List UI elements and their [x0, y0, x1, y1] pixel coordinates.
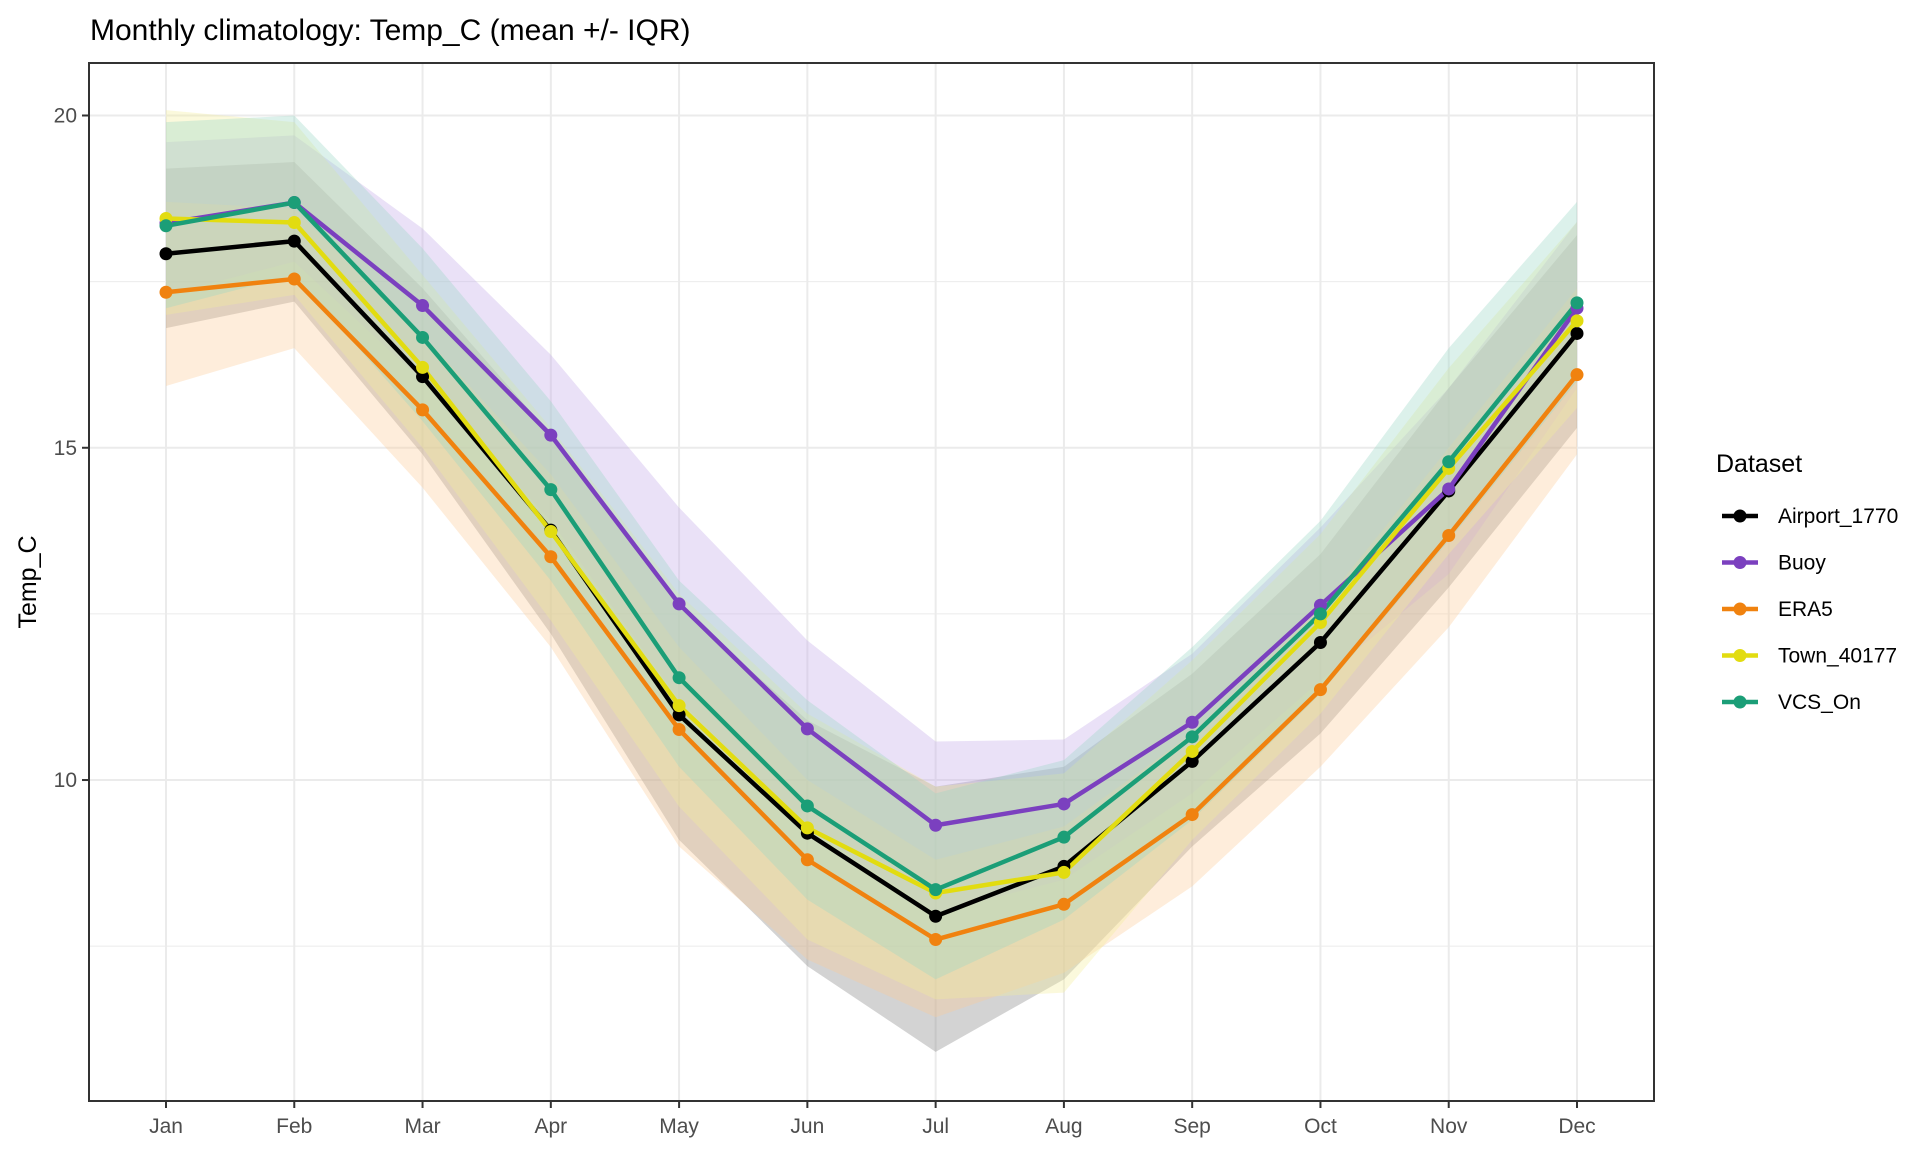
point-era5: [416, 403, 430, 417]
point-vcs-on: [800, 799, 814, 813]
iqr-band-town-40177: [166, 110, 1577, 1000]
legend-key-point: [1733, 509, 1747, 523]
iqr-band-vcs-on: [166, 115, 1577, 980]
y-tick-label: 10: [54, 769, 77, 792]
iqr-band-era5: [166, 201, 1577, 1018]
point-vcs-on: [1185, 730, 1199, 744]
chart-title: Monthly climatology: Temp_C (mean +/- IQ…: [90, 14, 690, 47]
x-tick-label: Feb: [276, 1115, 312, 1138]
series-lines: [165, 200, 1579, 942]
legend-label: ERA5: [1778, 598, 1833, 621]
point-airport-1770: [1313, 635, 1327, 649]
x-tick-label: Jul: [922, 1115, 949, 1138]
line-airport-1770: [165, 238, 1579, 919]
x-tick-label: Mar: [404, 1115, 440, 1138]
legend-key-point: [1733, 649, 1747, 662]
legend-item-buoy: Buoy: [1722, 552, 1826, 575]
iqr-bands: [166, 110, 1577, 1052]
point-vcs-on: [416, 330, 430, 344]
x-tick-label: May: [659, 1115, 699, 1138]
series-points: [159, 196, 1584, 947]
point-buoy: [929, 818, 943, 832]
legend-item-vcs-on: VCS_On: [1722, 691, 1861, 714]
x-tick-label: Jun: [790, 1115, 824, 1138]
y-axis: 10 15 20: [54, 104, 89, 792]
point-era5: [1057, 897, 1071, 911]
legend-key-point: [1733, 556, 1747, 569]
point-airport-1770: [1185, 754, 1199, 768]
y-tick-label: 20: [54, 104, 77, 127]
point-era5: [1313, 683, 1327, 697]
x-tick-label: Oct: [1304, 1115, 1337, 1138]
point-town-40177: [1185, 744, 1199, 758]
point-era5: [1185, 808, 1199, 822]
x-tick-label: Sep: [1173, 1115, 1210, 1138]
point-era5: [287, 272, 301, 286]
legend-item-airport-1770: Airport_1770: [1722, 505, 1898, 528]
point-era5: [1570, 368, 1584, 382]
point-buoy: [1057, 797, 1071, 811]
point-era5: [929, 933, 943, 947]
point-town-40177: [800, 821, 814, 835]
line-era5: [165, 276, 1579, 942]
legend-item-town-40177: Town_40177: [1722, 645, 1897, 668]
point-town-40177: [416, 360, 430, 374]
point-airport-1770: [416, 370, 430, 384]
x-tick-label: Dec: [1558, 1115, 1595, 1138]
point-vcs-on: [672, 671, 686, 685]
legend-label: Town_40177: [1778, 645, 1897, 668]
point-vcs-on: [544, 483, 558, 497]
point-vcs-on: [1313, 607, 1327, 621]
point-buoy: [416, 299, 430, 313]
point-era5: [672, 723, 686, 737]
point-vcs-on: [929, 883, 943, 897]
point-town-40177: [672, 699, 686, 713]
point-airport-1770: [672, 708, 686, 722]
point-vcs-on: [1570, 296, 1584, 310]
grid: [89, 63, 1654, 1101]
point-airport-1770: [1570, 326, 1584, 340]
legend-label: VCS_On: [1778, 691, 1861, 714]
point-town-40177: [1057, 865, 1071, 879]
legend: Dataset Airport_1770 Buoy ERA5 Town_40177 VC…: [1716, 450, 1898, 714]
x-axis: Jan Feb Mar Apr May Jun Jul Aug Sep Oct Nov Dec: [149, 1101, 1596, 1138]
point-buoy: [800, 722, 814, 736]
point-era5: [159, 285, 173, 299]
point-town-40177: [544, 524, 558, 538]
point-vcs-on: [1057, 830, 1071, 844]
point-era5: [800, 853, 814, 867]
line-vcs-on: [165, 200, 1579, 892]
point-buoy: [1442, 482, 1456, 496]
point-town-40177: [287, 215, 301, 229]
legend-key-point: [1733, 695, 1747, 709]
legend-label: Airport_1770: [1778, 505, 1898, 528]
y-tick-label: 15: [54, 437, 77, 460]
point-airport-1770: [929, 909, 943, 923]
point-buoy: [544, 428, 558, 442]
point-airport-1770: [287, 234, 301, 248]
point-era5: [1442, 528, 1456, 542]
line-town-40177: [165, 216, 1579, 896]
point-era5: [544, 550, 558, 564]
legend-title: Dataset: [1716, 450, 1802, 478]
legend-label: Buoy: [1778, 552, 1826, 575]
plot-panel-border: [88, 62, 1655, 1102]
point-vcs-on: [287, 196, 301, 210]
point-buoy: [1185, 715, 1199, 729]
y-axis-title: Temp_C: [14, 535, 42, 628]
point-vcs-on: [1442, 455, 1456, 469]
legend-key-point: [1733, 602, 1747, 616]
point-vcs-on: [159, 219, 173, 233]
point-airport-1770: [159, 247, 173, 261]
point-town-40177: [1570, 314, 1584, 328]
x-tick-label: Nov: [1430, 1115, 1468, 1138]
x-tick-label: Aug: [1045, 1115, 1082, 1138]
x-tick-label: Jan: [149, 1115, 183, 1138]
x-tick-label: Apr: [534, 1115, 567, 1138]
point-buoy: [672, 597, 686, 611]
legend-item-era5: ERA5: [1722, 598, 1833, 621]
